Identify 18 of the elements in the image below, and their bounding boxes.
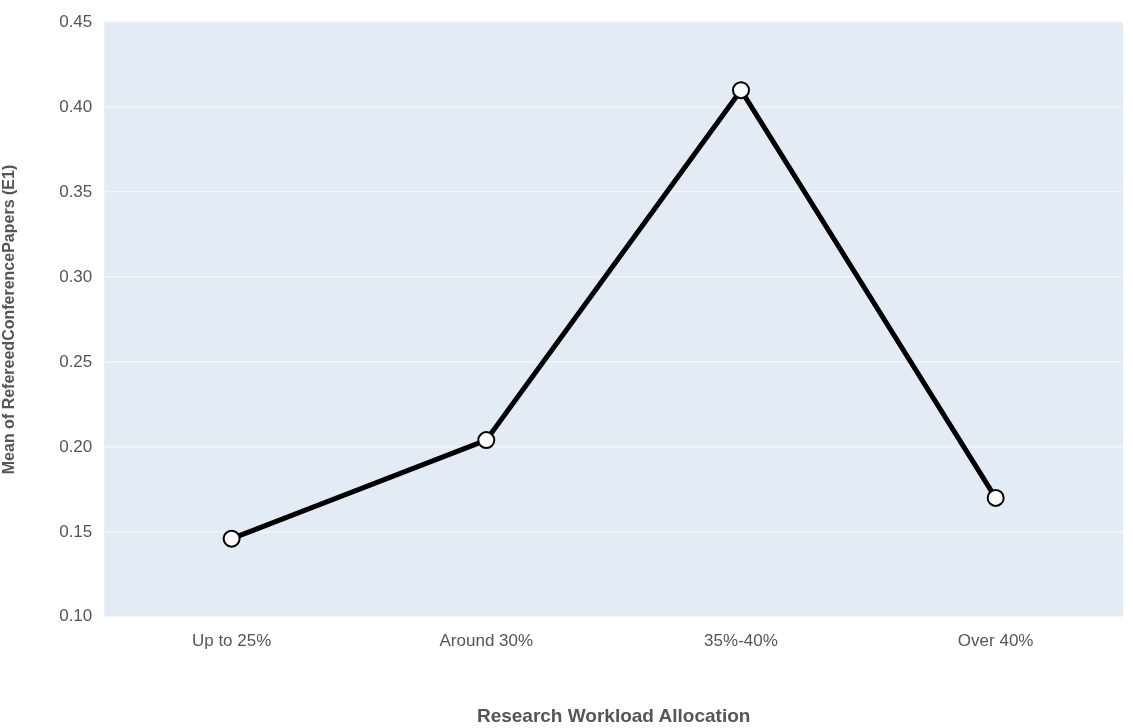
y-tick-label: 0.35 bbox=[59, 181, 93, 201]
x-tick-label: Up to 25% bbox=[191, 630, 272, 650]
y-tick-label: 0.30 bbox=[59, 266, 93, 286]
y-tick-label: 0.40 bbox=[59, 96, 93, 116]
y-tick-label: 0.45 bbox=[59, 11, 93, 31]
y-tick-label: 0.25 bbox=[59, 351, 93, 371]
point bbox=[477, 431, 496, 450]
x-tick-label: Over 40% bbox=[957, 630, 1034, 650]
y-tick-label: 0.10 bbox=[59, 606, 93, 626]
y-tick-label: 0.20 bbox=[59, 436, 93, 456]
point bbox=[986, 488, 1005, 507]
point bbox=[731, 81, 750, 100]
point bbox=[222, 529, 241, 548]
x-tick-label: 35%-40% bbox=[704, 630, 778, 650]
x-axis-title: Research Workload Allocation bbox=[476, 704, 751, 726]
y-axis-title: Mean of RefereedConferencePapers (E1) bbox=[0, 164, 18, 475]
x-tick-label: Around 30% bbox=[439, 630, 534, 650]
y-tick-label: 0.15 bbox=[59, 521, 93, 541]
